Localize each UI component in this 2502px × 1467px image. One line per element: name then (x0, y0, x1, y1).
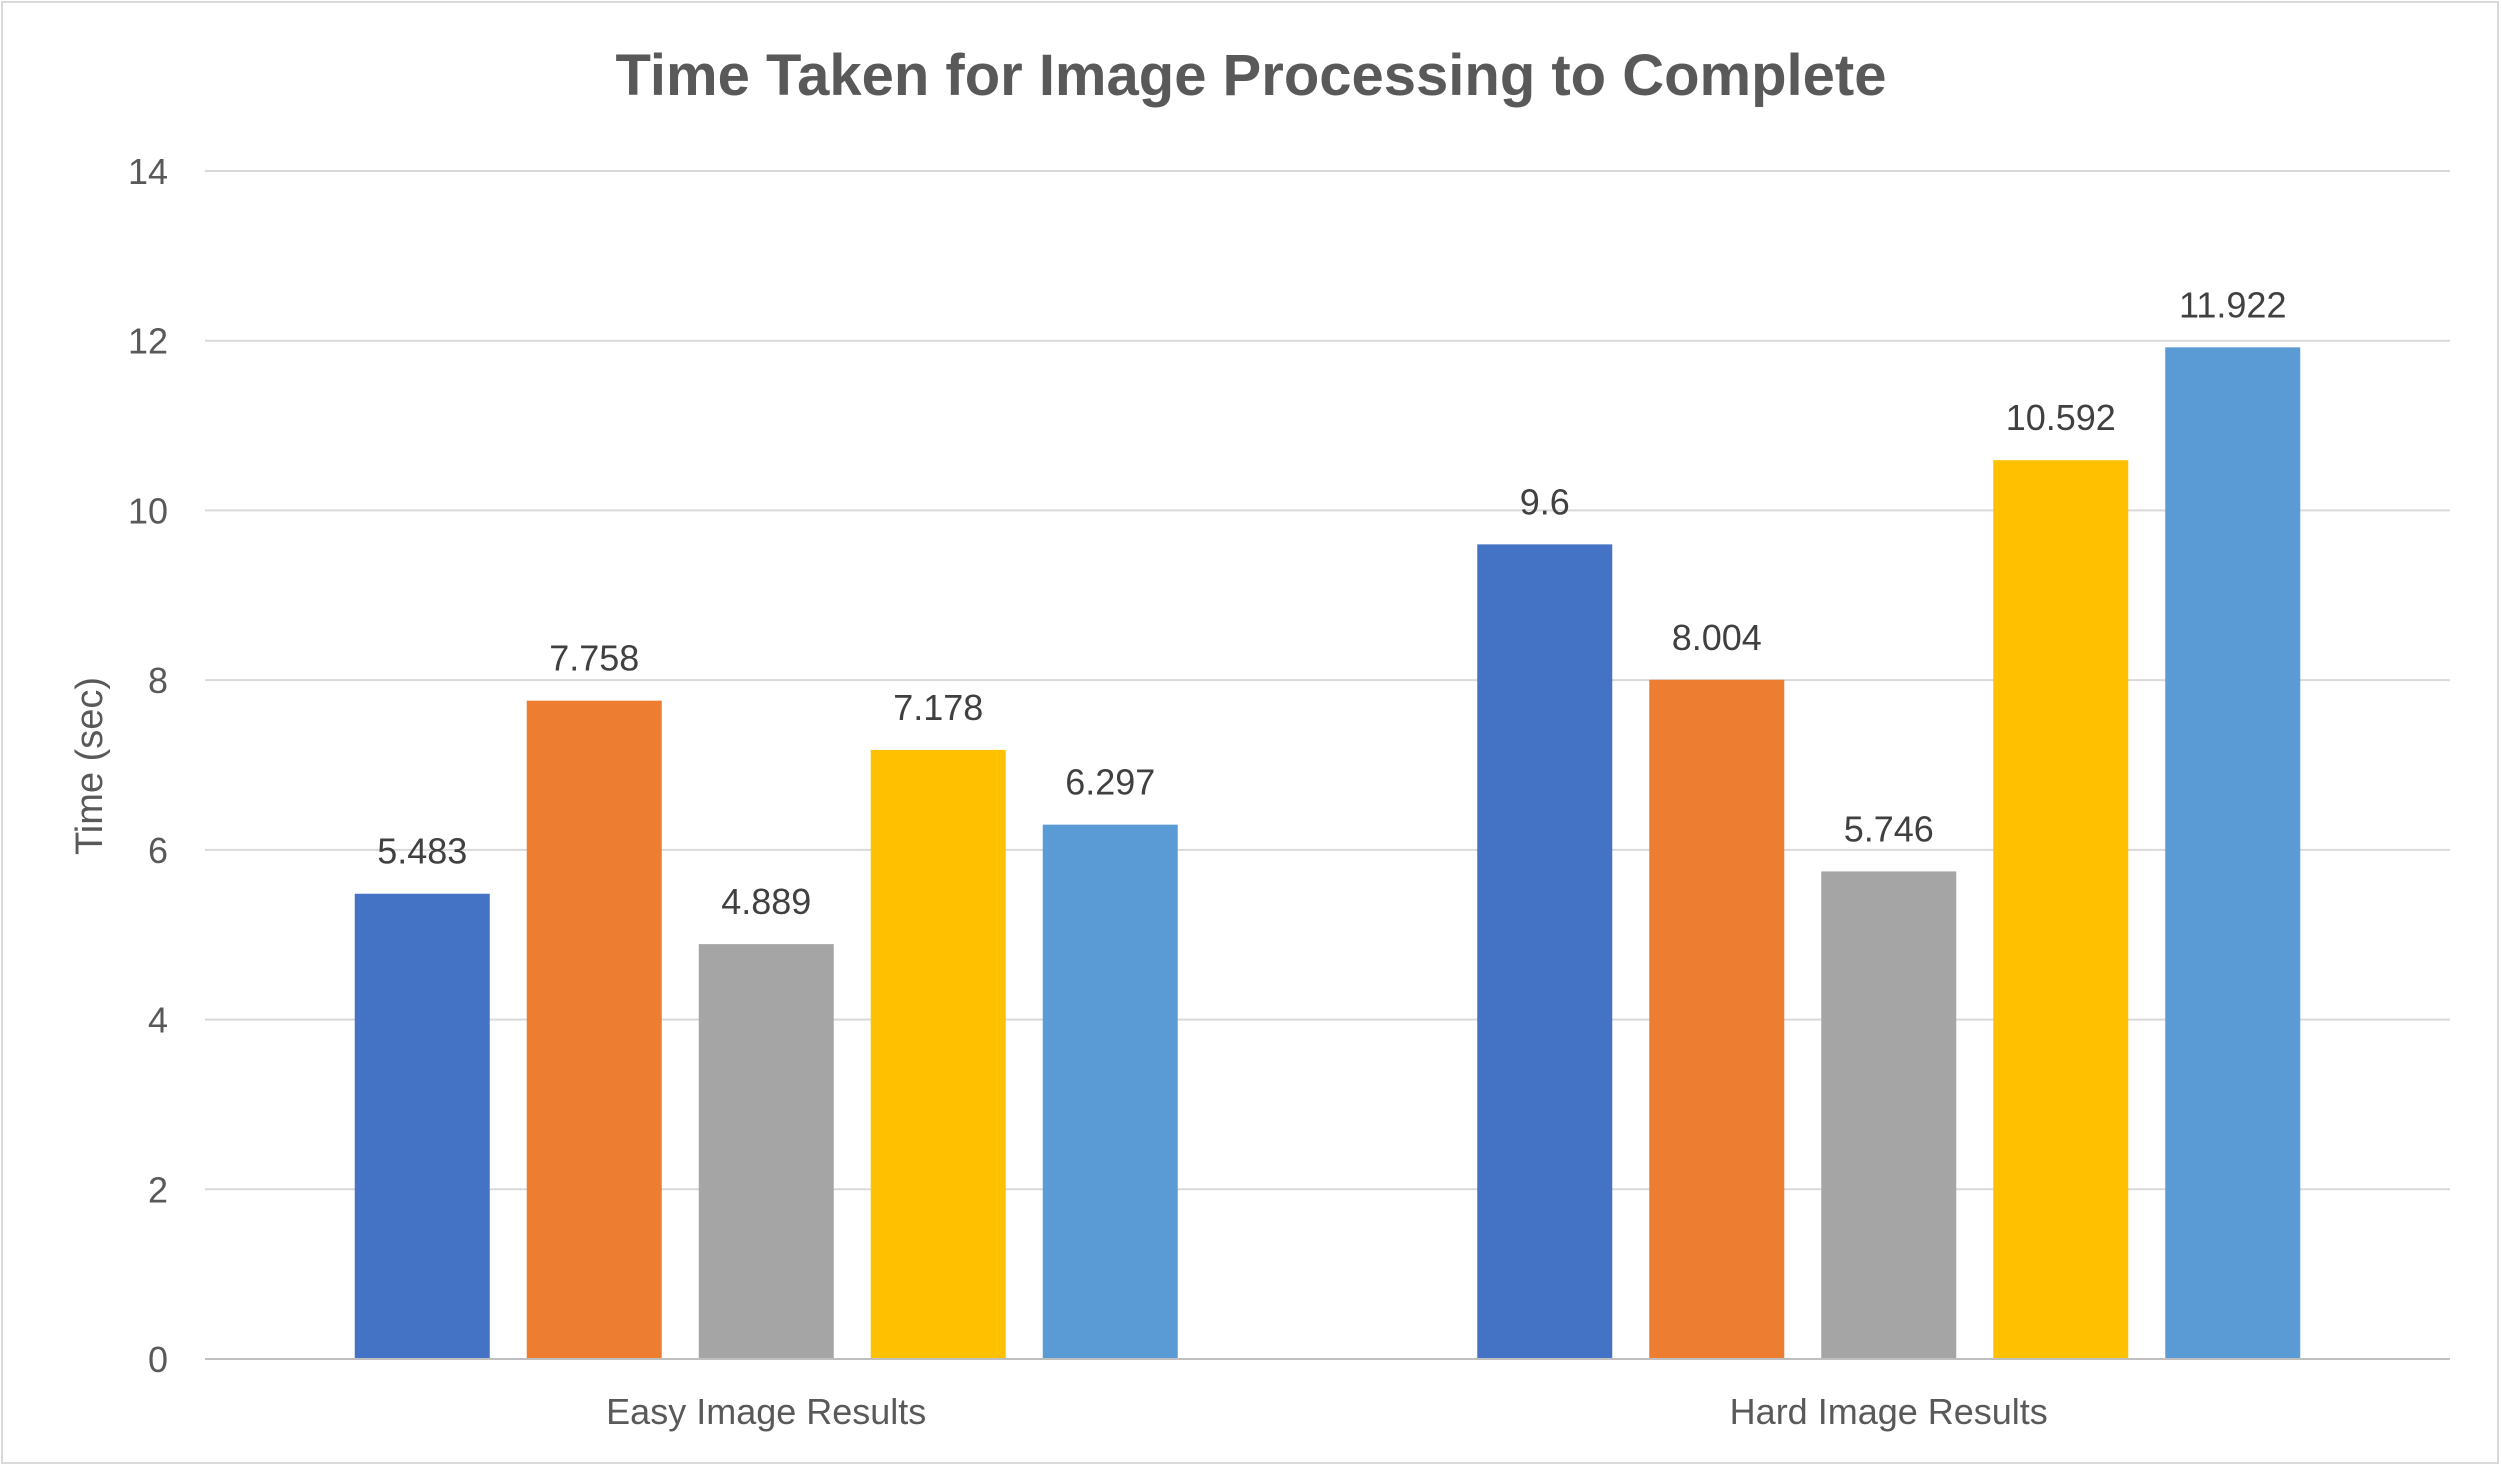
y-tick-label-12: 12 (128, 321, 168, 362)
bar-1-1 (354, 893, 490, 1359)
bar-1-4 (870, 749, 1006, 1359)
y-tick-label-6: 6 (148, 830, 168, 871)
y-tick-label-14: 14 (128, 151, 168, 192)
data-label-2-3: 5.746 (1844, 808, 1934, 849)
bars (354, 347, 2301, 1360)
data-label-1-1: 5.483 (377, 831, 467, 872)
y-axis-title: Time (sec) (69, 677, 111, 855)
bar-1-3 (698, 944, 834, 1359)
bar-2-4 (1993, 460, 2129, 1360)
data-label-2-1: 9.6 (1520, 481, 1570, 522)
data-label-1-2: 7.758 (549, 638, 639, 679)
bar-2-2 (1649, 679, 1785, 1359)
y-tick-label-8: 8 (148, 660, 168, 701)
category-labels: Easy Image Results Hard Image Results (606, 1391, 2048, 1432)
bar-2-1 (1477, 544, 1613, 1359)
bar-2-5 (2165, 347, 2301, 1359)
category-label-2: Hard Image Results (1730, 1391, 2048, 1432)
chart-title: Time Taken for Image Processing to Compl… (616, 43, 1887, 108)
data-label-2-4: 10.592 (2006, 397, 2116, 438)
data-labels: 5.483 7.758 4.889 7.178 6.297 9.6 8.004 5.746 10… (377, 284, 2286, 922)
y-tick-label-4: 4 (148, 1000, 168, 1041)
data-label-2-5: 11.922 (2179, 284, 2286, 325)
data-label-1-3: 4.889 (721, 881, 811, 922)
y-axis-ticks: 0 2 4 6 8 10 12 14 (128, 151, 168, 1380)
data-label-2-2: 8.004 (1672, 617, 1762, 658)
y-tick-label-0: 0 (148, 1339, 168, 1380)
y-tick-label-10: 10 (128, 490, 168, 531)
category-label-1: Easy Image Results (606, 1391, 926, 1432)
y-tick-label-2: 2 (148, 1169, 168, 1210)
bar-1-5 (1042, 824, 1178, 1359)
bar-1-2 (526, 700, 662, 1359)
data-label-1-5: 6.297 (1065, 762, 1155, 803)
bar-2-3 (1821, 871, 1957, 1359)
data-label-1-4: 7.178 (893, 687, 983, 728)
